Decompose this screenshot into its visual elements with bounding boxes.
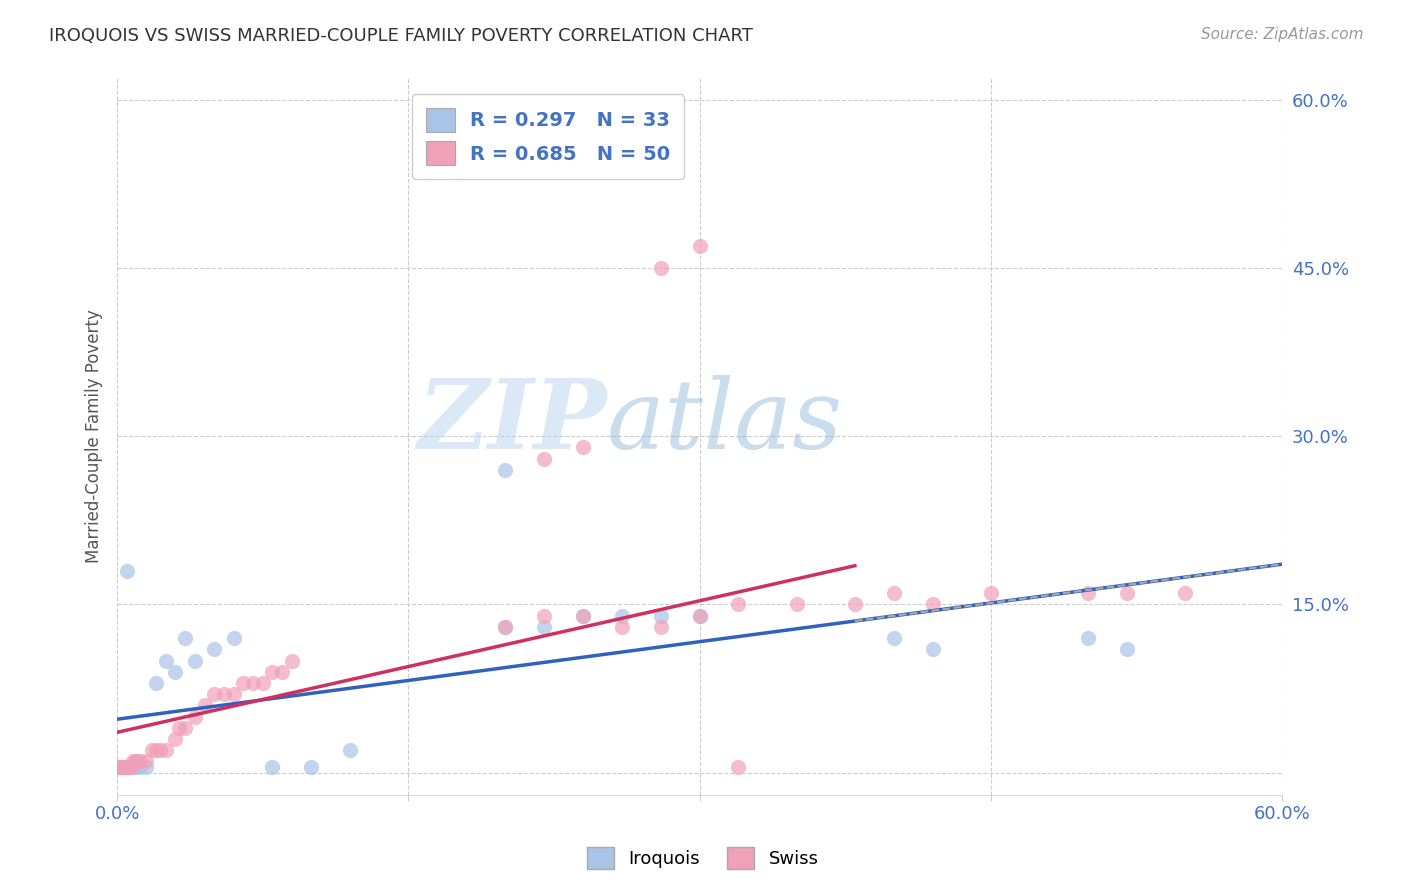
Point (165, 731, 187, 746)
Point (689, 608, 711, 623)
Point (111, 760, 134, 774)
Point (184, 709, 207, 723)
Point (120, 760, 142, 774)
Point (1115, 642, 1137, 657)
Point (111, 760, 134, 774)
Point (533, 451, 555, 466)
Point (689, 608, 711, 623)
Point (610, 620, 633, 634)
Point (339, 743, 361, 757)
Point (110, 760, 132, 774)
Point (494, 620, 516, 634)
Point (135, 755, 157, 769)
Point (650, 261, 672, 276)
Point (883, 586, 905, 600)
Point (202, 687, 225, 701)
Point (145, 676, 167, 690)
Point (232, 676, 254, 690)
Point (1174, 586, 1197, 600)
Point (271, 665, 294, 679)
Point (115, 760, 138, 774)
Point (689, 238, 711, 252)
Text: atlas: atlas (606, 375, 842, 469)
Point (883, 631, 905, 645)
Point (494, 620, 516, 634)
Point (222, 687, 245, 701)
Point (114, 760, 136, 774)
Point (155, 743, 177, 757)
Point (494, 463, 516, 477)
Point (980, 586, 1002, 600)
Point (108, 760, 131, 774)
Point (610, 608, 633, 623)
Point (212, 687, 235, 701)
Text: IROQUOIS VS SWISS MARRIED-COUPLE FAMILY POVERTY CORRELATION CHART: IROQUOIS VS SWISS MARRIED-COUPLE FAMILY … (49, 27, 754, 45)
Point (115, 564, 138, 578)
Point (118, 760, 141, 774)
Point (193, 698, 215, 713)
Point (533, 608, 555, 623)
Legend: R = 0.297   N = 33, R = 0.685   N = 50: R = 0.297 N = 33, R = 0.685 N = 50 (412, 95, 685, 178)
Point (202, 642, 225, 657)
Point (174, 631, 197, 645)
Point (115, 760, 138, 774)
Point (533, 620, 555, 634)
Point (572, 441, 595, 455)
Point (135, 760, 157, 774)
Point (262, 760, 284, 774)
Point (129, 760, 152, 774)
Point (242, 676, 264, 690)
Point (1077, 631, 1099, 645)
Text: ZIP: ZIP (416, 375, 606, 469)
Point (145, 743, 167, 757)
Point (572, 608, 595, 623)
Point (169, 721, 191, 735)
Point (121, 760, 143, 774)
Point (121, 755, 143, 769)
Point (572, 608, 595, 623)
Point (141, 743, 163, 757)
Point (110, 760, 132, 774)
Legend: Iroquois, Swiss: Iroquois, Swiss (578, 838, 828, 879)
Point (120, 760, 142, 774)
Point (727, 598, 749, 612)
Point (281, 653, 304, 667)
Point (299, 760, 322, 774)
Point (124, 755, 146, 769)
Point (129, 755, 152, 769)
Point (125, 755, 148, 769)
Point (786, 598, 808, 612)
Point (727, 760, 749, 774)
Point (1077, 586, 1099, 600)
Text: Source: ZipAtlas.com: Source: ZipAtlas.com (1201, 27, 1364, 42)
Point (165, 665, 187, 679)
Point (1115, 586, 1137, 600)
Point (155, 653, 177, 667)
Point (844, 598, 866, 612)
Point (174, 721, 197, 735)
Point (262, 665, 284, 679)
Point (125, 760, 148, 774)
Point (921, 598, 943, 612)
Point (114, 760, 136, 774)
Point (184, 653, 207, 667)
Y-axis label: Married-Couple Family Poverty: Married-Couple Family Poverty (86, 310, 103, 563)
Point (108, 760, 131, 774)
Point (222, 631, 245, 645)
Point (921, 642, 943, 657)
Point (252, 676, 274, 690)
Point (650, 620, 672, 634)
Point (650, 608, 672, 623)
Point (118, 760, 141, 774)
Point (149, 743, 172, 757)
